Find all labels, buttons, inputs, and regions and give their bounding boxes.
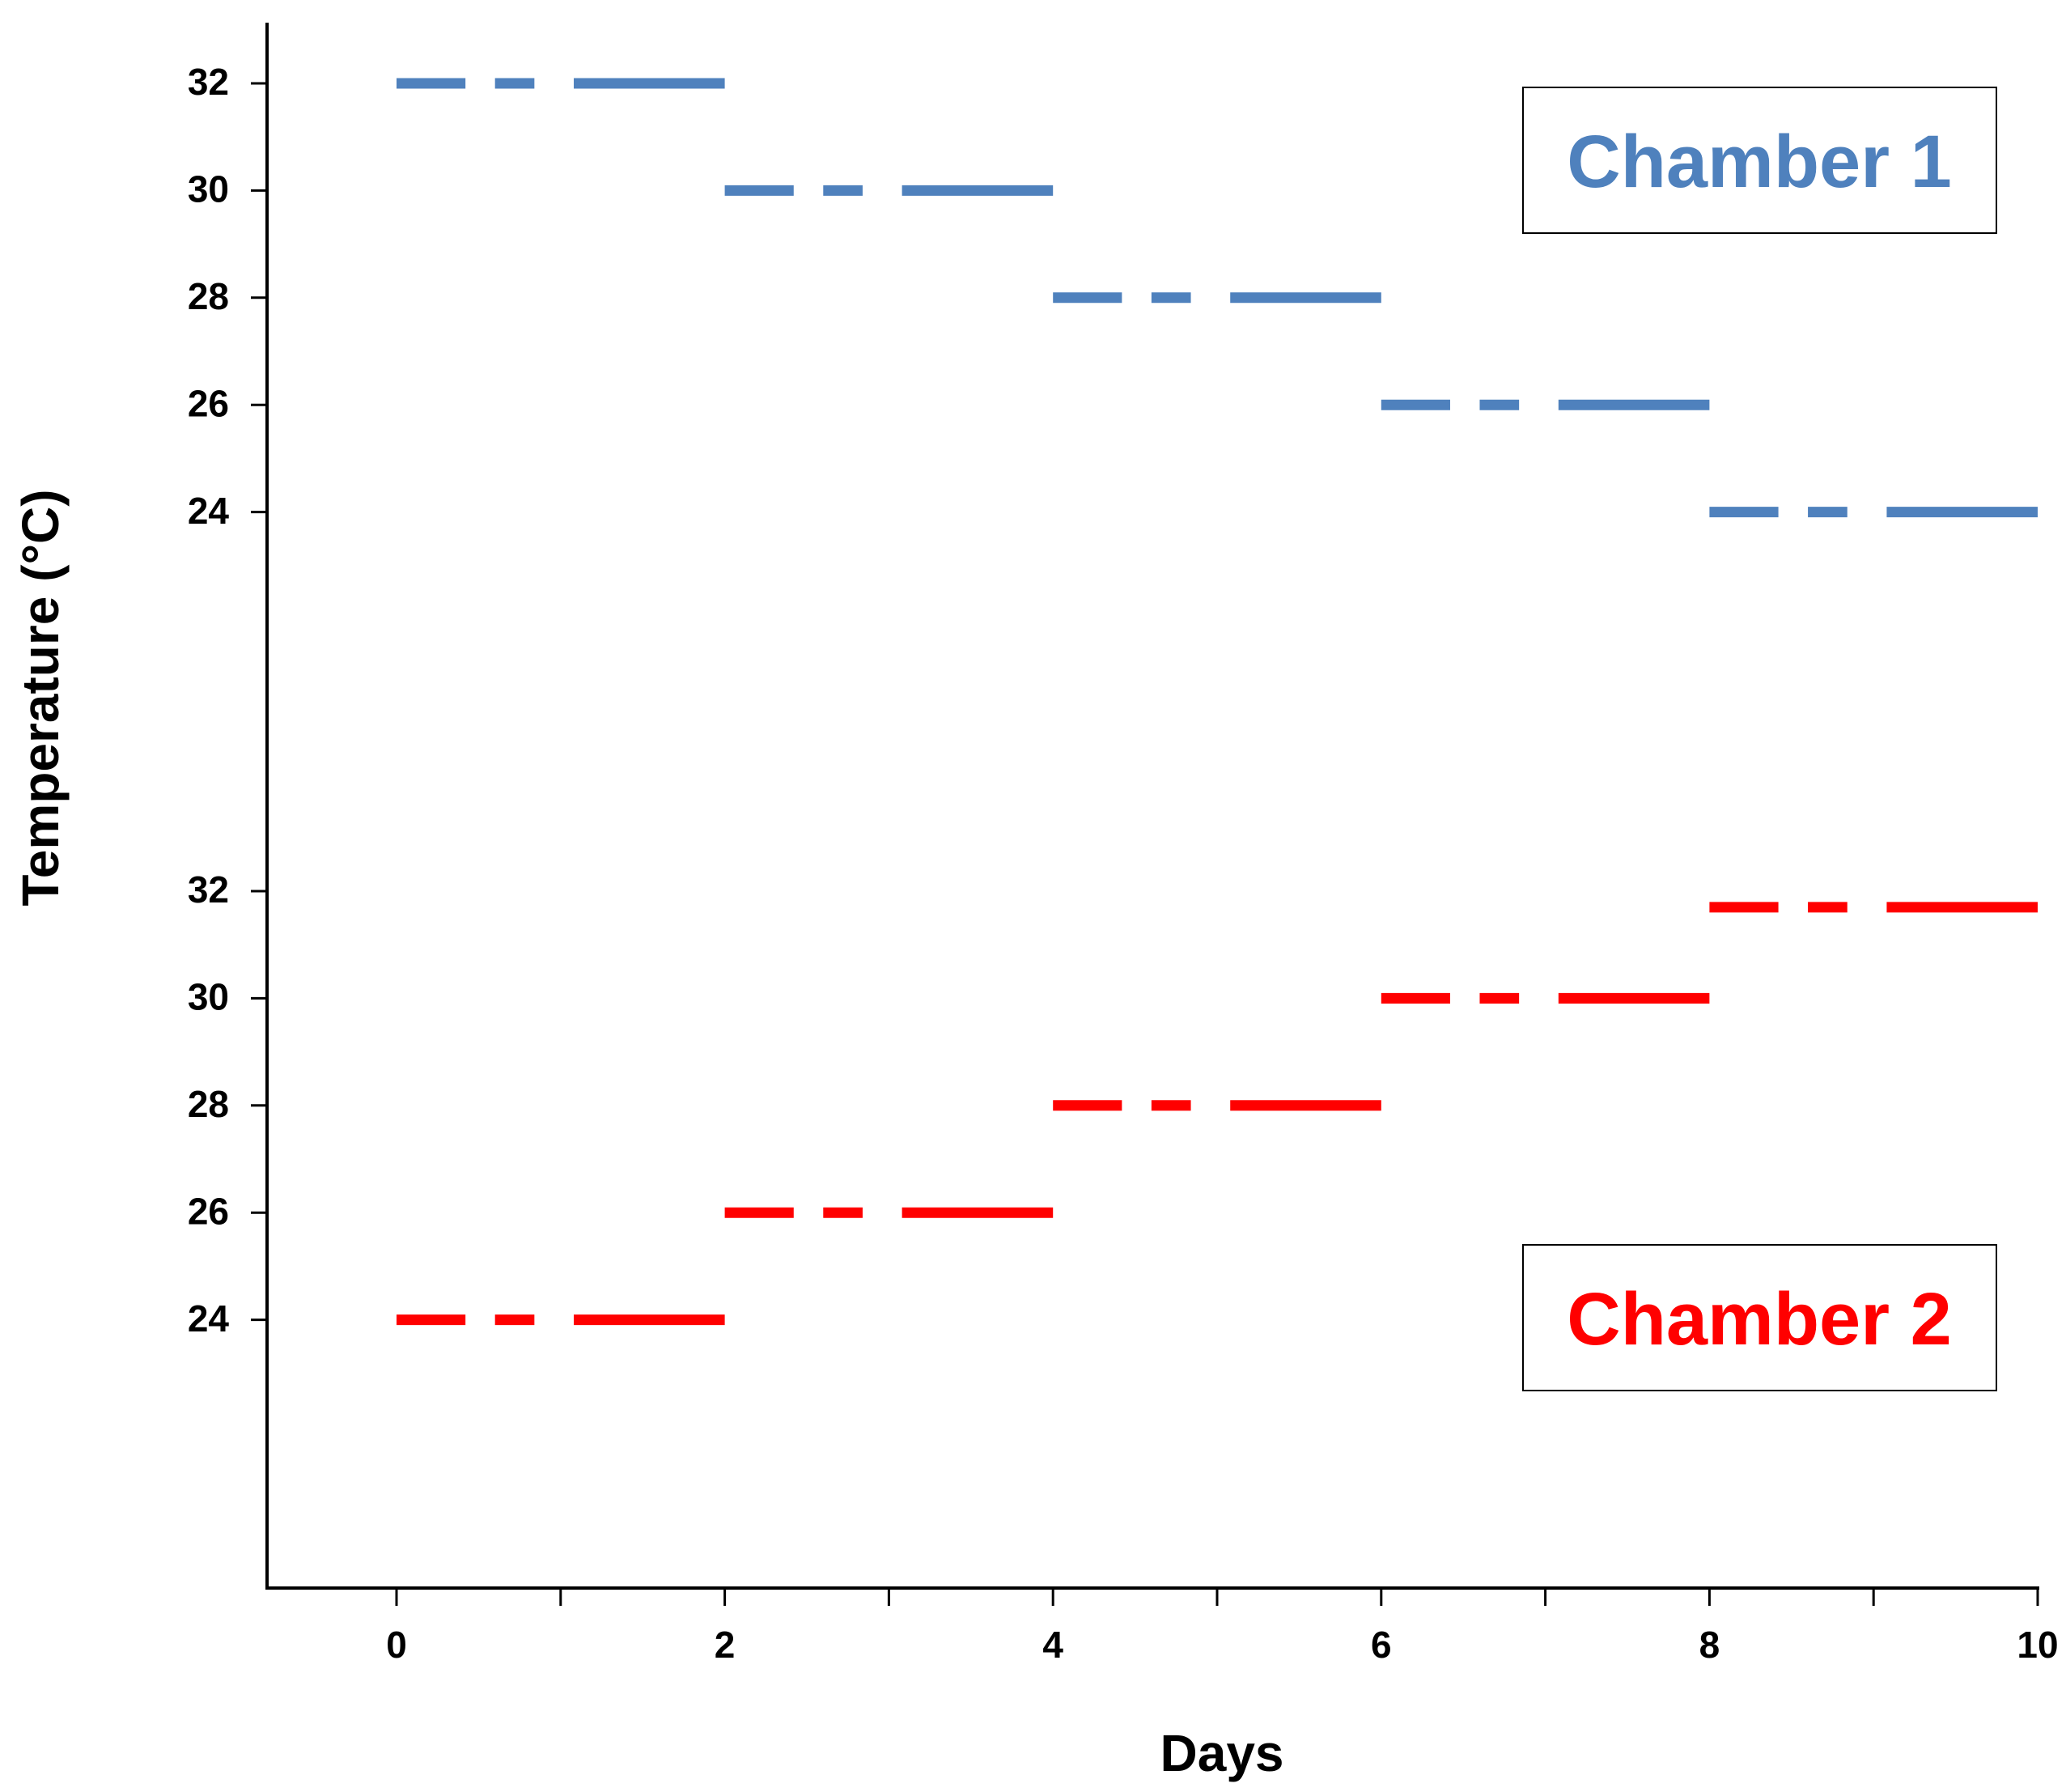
y-tick-label: 28: [188, 275, 229, 317]
legend-frame: [1522, 87, 1997, 234]
y-tick-label: 32: [188, 61, 229, 103]
y-tick-label: 30: [188, 168, 229, 210]
y-tick-label: 24: [188, 1297, 230, 1340]
y-tick-label: 24: [188, 490, 230, 532]
x-tick-label: 0: [386, 1624, 407, 1666]
axes: 0 2 4 6 8 10: [265, 23, 2059, 1666]
panels: 24 26 28 30 32 Chamber 1 24 26 28 30 32 Chamber 2: [188, 61, 2038, 1391]
y-tick-label: 26: [188, 382, 229, 424]
y-axis-title: Temperature (°C): [11, 489, 70, 906]
y-tick-label: 26: [188, 1190, 229, 1232]
x-ticks: 0 2 4 6 8 10: [386, 1588, 2059, 1666]
y-tick-label: 28: [188, 1083, 229, 1125]
x-tick-label: 4: [1042, 1624, 1063, 1666]
x-tick-label: 8: [1699, 1624, 1720, 1666]
legend-label: Chamber 1: [1567, 121, 1952, 203]
x-tick-label: 6: [1371, 1624, 1392, 1666]
legend-label: Chamber 2: [1567, 1278, 1952, 1361]
legend-box: Chamber 1: [1522, 87, 1997, 234]
panel-1: 24 26 28 30 32 Chamber 1: [188, 61, 2038, 532]
y-tick-label: 30: [188, 976, 229, 1018]
x-tick-label: 10: [2017, 1624, 2058, 1666]
legend-box: Chamber 2: [1522, 1244, 1997, 1391]
legend-frame: [1522, 1244, 1997, 1391]
x-axis-title: Days: [1160, 1724, 1284, 1782]
panel-2: 24 26 28 30 32 Chamber 2: [188, 868, 2038, 1391]
x-tick-label: 2: [715, 1624, 736, 1666]
y-tick-label: 32: [188, 868, 229, 911]
